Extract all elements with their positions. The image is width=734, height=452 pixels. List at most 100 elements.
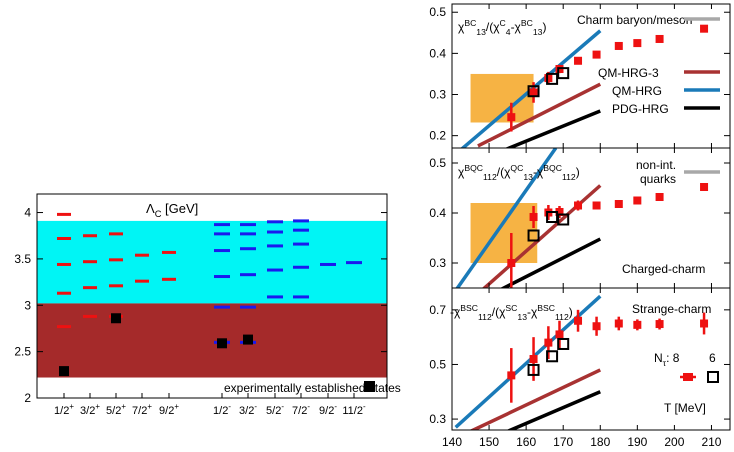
experimental-state <box>59 366 69 377</box>
ytick-label: 0.4 <box>429 46 446 60</box>
ytick-label: 0.4 <box>429 206 446 220</box>
point-nt8 <box>555 330 564 339</box>
point-nt6 <box>557 67 570 80</box>
point-nt6 <box>527 229 540 242</box>
point-nt8 <box>700 24 709 33</box>
point-nt8 <box>529 88 538 97</box>
xtick-label: 170 <box>553 435 573 449</box>
point-nt8 <box>700 183 709 191</box>
point-nt8 <box>507 259 516 267</box>
point-nt8 <box>614 41 623 50</box>
left-xtick-label: 9/2- <box>319 402 337 417</box>
legend-pdg-hrg: PDG-HRG <box>612 102 669 116</box>
ytick-label: 0.5 <box>429 5 446 19</box>
point-nt8 <box>655 193 664 201</box>
xtick-label: 160 <box>516 435 536 449</box>
point-nt8 <box>655 320 664 329</box>
middle-panel-label: χBQC112/(χQC13-χBQC112) <box>458 163 580 182</box>
point-nt8 <box>592 201 601 210</box>
left-xtick-label: 7/2- <box>292 402 310 417</box>
xtick-label: 180 <box>590 435 610 449</box>
point-nt8 <box>592 322 601 331</box>
xtick-label: 140 <box>442 435 462 449</box>
experimental-state <box>243 334 253 345</box>
curve-PDG-HRG <box>506 390 601 430</box>
left-ytick-label: 3 <box>24 298 31 312</box>
left-chart-title: ΛC [GeV] <box>146 201 198 219</box>
xtick-label: 200 <box>664 435 684 449</box>
point-nt8 <box>529 355 538 363</box>
curve-QM-HRG-3 <box>477 82 602 148</box>
left-xtick-label: 5/2+ <box>106 402 126 417</box>
left-ytick-label: 2.5 <box>14 345 31 359</box>
left-xtick-label: 1/2- <box>213 402 231 417</box>
left-xtick-label: 3/2+ <box>80 402 100 417</box>
point-nt8 <box>614 200 623 208</box>
point-nt6 <box>546 211 559 223</box>
point-nt8 <box>574 316 583 325</box>
xtick-label: 190 <box>627 435 647 449</box>
point-nt8 <box>544 74 553 83</box>
left-ytick-label: 4 <box>24 206 31 220</box>
left-xtick-label: 1/2+ <box>54 402 74 417</box>
left-ytick-label: 3.5 <box>14 252 31 266</box>
point-nt8 <box>614 319 623 328</box>
panel-middle <box>451 147 731 289</box>
legend-nt6-label: 6 <box>709 351 716 365</box>
experimental-state <box>111 313 121 324</box>
point-nt8 <box>633 39 642 48</box>
panel-top <box>451 3 731 149</box>
panel-inner <box>455 148 709 288</box>
ytick-label: 0.3 <box>429 256 446 270</box>
left-xtick-label: 11/2- <box>342 402 366 417</box>
band-brown <box>37 303 387 378</box>
legend-charm-baryon-meson: Charm baryon/meson <box>577 13 692 27</box>
curve-QM-HRG <box>455 148 558 288</box>
point-nt8 <box>507 371 516 380</box>
point-nt8 <box>507 113 516 122</box>
x-axis-title: T [MeV] <box>664 401 706 415</box>
legend-nt8-label: Nτ: 8 <box>654 351 680 368</box>
curve-PDG-HRG <box>504 109 601 148</box>
xtick-label: 150 <box>479 435 499 449</box>
bottom-panel-annotation: Strange-charm <box>632 302 711 316</box>
left-xtick-label: 7/2+ <box>132 402 152 417</box>
left-xtick-label: 3/2- <box>239 402 257 417</box>
top-panel-label: χBC13/(χC4-χBC13) <box>458 18 546 37</box>
legend-experimental-square <box>364 381 375 392</box>
panel-frame <box>451 287 731 431</box>
experimental-state <box>217 338 227 349</box>
point-nt8 <box>592 50 601 59</box>
panel-bottom <box>451 287 731 431</box>
point-nt8 <box>633 320 642 329</box>
left-xtick-label: 9/2+ <box>159 402 179 417</box>
point-nt8 <box>700 319 709 328</box>
left-frame <box>36 193 388 399</box>
middle-panel-annotation: Charged-charm <box>622 262 705 276</box>
point-nt8 <box>655 34 664 43</box>
ytick-label: 0.5 <box>429 156 446 170</box>
point-nt6 <box>557 337 570 350</box>
legend-nt6-marker <box>707 371 719 383</box>
point-nt8 <box>574 201 583 210</box>
legend-qm-hrg: QM-HRG <box>612 84 662 98</box>
left-ytick-label: 2 <box>24 391 31 405</box>
xtick-label: 210 <box>701 435 721 449</box>
point-nt8 <box>633 196 642 205</box>
point-nt6 <box>527 363 540 376</box>
point-nt6 <box>546 72 559 85</box>
bottom-panel-label: -χBSC112/(χSC13-χBSC112) <box>450 303 573 322</box>
ytick-label: 0.5 <box>429 357 446 371</box>
legend-strip <box>37 377 387 398</box>
point-nt8 <box>555 208 564 216</box>
panel-inner <box>460 24 709 148</box>
ytick-label: 0.7 <box>429 303 446 317</box>
curve-QM-HRG-3 <box>469 368 602 430</box>
legend-experimental: experimentally established states <box>224 381 401 395</box>
point-nt8 <box>544 338 553 347</box>
left-xtick-label: 5/2- <box>266 402 284 417</box>
point-nt6 <box>527 85 540 98</box>
panel-inner <box>454 294 709 430</box>
ytick-label: 0.2 <box>429 129 446 143</box>
